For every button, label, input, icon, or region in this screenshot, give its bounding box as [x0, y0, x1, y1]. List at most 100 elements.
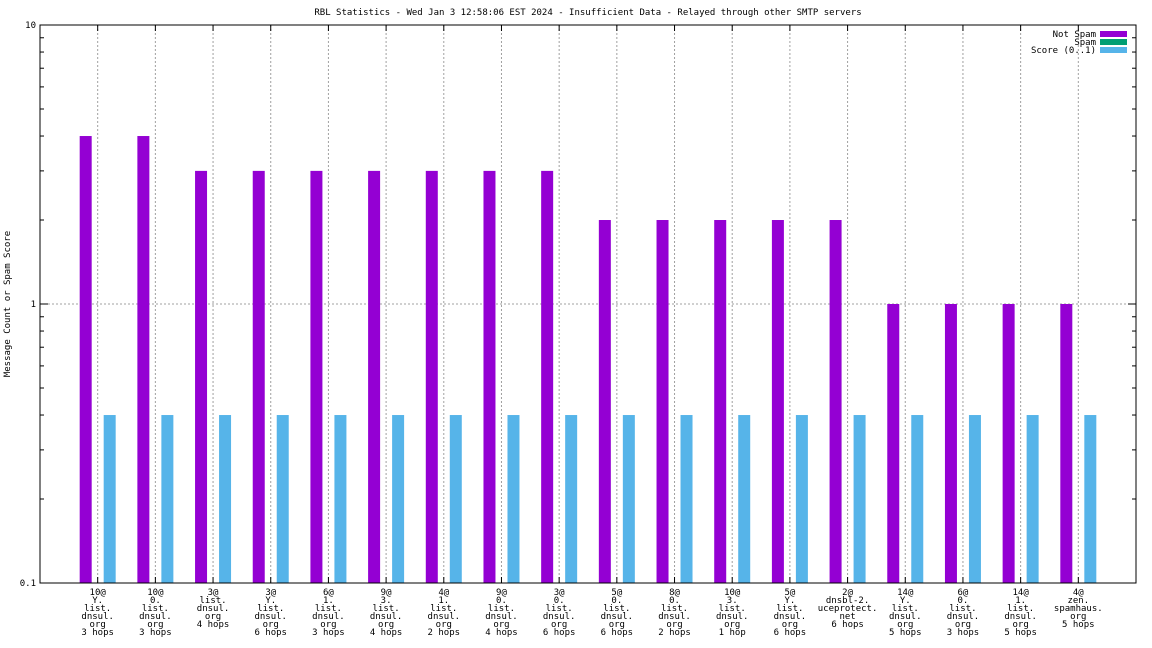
x-tick-label: list.: [257, 604, 284, 614]
x-tick-label: 0.: [554, 596, 565, 606]
bar-not-spam: [79, 136, 92, 583]
x-tick-label: list.: [84, 604, 111, 614]
y-tick-label: 1: [31, 300, 36, 310]
x-tick-label: 10@: [90, 588, 107, 598]
x-tick-label: 10@: [724, 588, 741, 598]
x-tick-label: 3@: [208, 588, 219, 598]
x-tick-label: 2 hops: [658, 628, 691, 638]
x-tick-label: dnsul.: [1004, 612, 1037, 622]
x-tick-label: spamhaus.: [1054, 604, 1103, 614]
x-tick-label: list.: [488, 604, 515, 614]
bar-score-0-1: [1026, 415, 1039, 583]
x-tick-label: org: [897, 620, 913, 630]
x-tick-label: 14@: [897, 588, 914, 598]
x-tick-label: 3@: [554, 588, 565, 598]
x-tick-label: 3 hops: [947, 628, 980, 638]
x-tick-label: list.: [546, 604, 573, 614]
x-tick-label: org: [666, 620, 682, 630]
bar-not-spam: [1002, 304, 1015, 583]
x-tick-label: list.: [315, 604, 342, 614]
x-tick-label: 6 hops: [543, 628, 576, 638]
x-tick-label: 3.: [727, 596, 738, 606]
bar-not-spam: [425, 170, 438, 583]
x-tick-label: 14@: [1012, 588, 1029, 598]
y-tick-label: 0.1: [20, 579, 36, 589]
x-tick-label: zen.: [1067, 596, 1089, 606]
x-tick-label: dnsul.: [428, 612, 461, 622]
x-tick-label: net: [839, 612, 855, 622]
bar-score-0-1: [1084, 415, 1097, 583]
bar-score-0-1: [853, 415, 866, 583]
x-tick-label: dnsul.: [658, 612, 691, 622]
x-tick-label: list.: [892, 604, 919, 614]
x-tick-label: org: [609, 620, 625, 630]
bar-score-0-1: [911, 415, 924, 583]
x-tick-label: 6@: [323, 588, 334, 598]
bar-not-spam: [829, 220, 842, 583]
x-tick-label: dnsul.: [774, 612, 807, 622]
x-tick-label: list.: [949, 604, 976, 614]
x-tick-label: list.: [200, 596, 227, 606]
bar-layer: [79, 136, 1097, 583]
x-tick-label: dnsul.: [312, 612, 345, 622]
bar-not-spam: [137, 136, 150, 583]
x-tick-label: list.: [719, 604, 746, 614]
x-tick-label: 4@: [438, 588, 449, 598]
x-tick-label: org: [955, 620, 971, 630]
x-tick-label: 3@: [265, 588, 276, 598]
x-tick-label: 0.: [958, 596, 969, 606]
x-tick-label: org: [493, 620, 509, 630]
y-tick-label: 10: [25, 21, 36, 31]
x-tick-label: 0.: [611, 596, 622, 606]
x-tick-label: 1.: [323, 596, 334, 606]
x-tick-label: 4@: [1073, 588, 1084, 598]
legend-label: Spam: [1074, 38, 1096, 48]
bar-not-spam: [944, 304, 957, 583]
x-tick-label: 1.: [438, 596, 449, 606]
x-tick-label: org: [724, 620, 740, 630]
legend-swatch: [1100, 31, 1127, 37]
x-tick-label: 6 hops: [601, 628, 634, 638]
x-tick-label: dnsul.: [485, 612, 518, 622]
bar-score-0-1: [449, 415, 462, 583]
x-tick-label: dnsul.: [947, 612, 980, 622]
x-tick-label: dnsul.: [81, 612, 114, 622]
bar-score-0-1: [334, 415, 347, 583]
x-tick-label: 6 hops: [774, 628, 807, 638]
x-tick-label: org: [378, 620, 394, 630]
bar-score-0-1: [103, 415, 116, 583]
x-tick-label: 1 hop: [719, 628, 746, 638]
x-tick-label: 5@: [784, 588, 795, 598]
x-tick-label: 4 hops: [485, 628, 518, 638]
x-tick-label: 6@: [958, 588, 969, 598]
legend-swatch: [1100, 47, 1127, 53]
bar-not-spam: [195, 170, 208, 583]
x-tick-label: 3.: [381, 596, 392, 606]
x-tick-label: org: [1070, 612, 1086, 622]
x-tick-label: dnsul.: [197, 604, 230, 614]
x-tick-label: org: [782, 620, 798, 630]
x-tick-label: 0.: [150, 596, 161, 606]
bar-score-0-1: [219, 415, 232, 583]
bar-not-spam: [771, 220, 784, 583]
x-tick-label: dnsbl-2.: [826, 596, 869, 606]
chart-title: RBL Statistics - Wed Jan 3 12:58:06 EST …: [314, 8, 861, 18]
x-tick-label: 5 hops: [1004, 628, 1037, 638]
x-tick-label: list.: [142, 604, 169, 614]
x-tick-label: 9@: [381, 588, 392, 598]
x-tick-label: 6 hops: [254, 628, 287, 638]
x-tick-label: org: [205, 612, 221, 622]
bar-not-spam: [887, 304, 900, 583]
x-tick-label: org: [320, 620, 336, 630]
x-tick-label: uceprotect.: [818, 604, 878, 614]
x-tick-label: 5 hops: [1062, 620, 1095, 630]
x-tick-label: Y.: [900, 596, 911, 606]
x-tick-label: 5@: [611, 588, 622, 598]
bar-not-spam: [656, 220, 669, 583]
bar-score-0-1: [738, 415, 751, 583]
legend-swatch: [1100, 39, 1127, 45]
bar-score-0-1: [968, 415, 981, 583]
x-tick-label: list.: [373, 604, 400, 614]
